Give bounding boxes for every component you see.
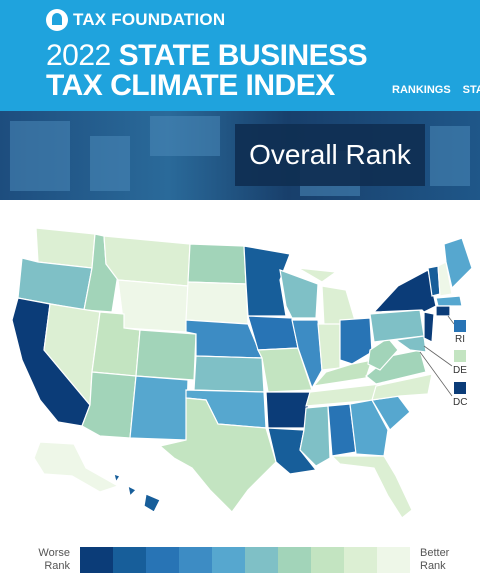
state-nd[interactable] xyxy=(187,243,247,285)
dc-label: DC xyxy=(453,397,468,408)
us-rank-map: RI DE DC xyxy=(0,200,480,530)
state-ar[interactable] xyxy=(265,391,311,429)
top-nav: RANKINGS STA xyxy=(392,84,480,96)
legend-swatch-5 xyxy=(212,547,245,573)
nav-rankings[interactable]: RANKINGS xyxy=(392,84,451,96)
legend-swatch-10 xyxy=(377,547,410,573)
legend-swatch-3 xyxy=(146,547,179,573)
state-hi[interactable] xyxy=(113,473,161,513)
state-ak[interactable] xyxy=(33,441,120,493)
state-fl[interactable] xyxy=(330,455,413,519)
state-ks[interactable] xyxy=(193,355,265,393)
state-in[interactable] xyxy=(317,323,341,371)
state-ny[interactable] xyxy=(372,269,437,313)
legend-swatch-4 xyxy=(179,547,212,573)
state-nj[interactable] xyxy=(423,311,435,343)
legend-swatch-6 xyxy=(245,547,278,573)
nav-states[interactable]: STA xyxy=(462,84,480,96)
legend-worse-label: Worse Rank xyxy=(38,547,70,572)
title-line-1: 2022 STATE BUSINESS xyxy=(46,39,368,72)
state-nc[interactable] xyxy=(371,373,433,401)
de-label: DE xyxy=(453,365,467,376)
state-ga[interactable] xyxy=(349,399,389,457)
dc-callout-line xyxy=(419,351,453,397)
state-nh[interactable] xyxy=(437,261,453,297)
state-me[interactable] xyxy=(443,237,473,290)
org-name: TAX FOUNDATION xyxy=(73,10,226,29)
state-tx[interactable] xyxy=(158,397,277,513)
state-wi[interactable] xyxy=(279,269,319,319)
state-wy[interactable] xyxy=(117,279,189,333)
state-wa[interactable] xyxy=(35,227,96,269)
state-ct[interactable] xyxy=(435,305,451,317)
us-map-svg xyxy=(11,227,473,519)
overall-rank-title: Overall Rank xyxy=(249,139,411,170)
state-sd[interactable] xyxy=(185,281,249,325)
state-mn[interactable] xyxy=(243,245,291,317)
overall-rank-panel xyxy=(235,124,425,186)
legend-swatch-7 xyxy=(278,547,311,573)
page-header: TAX FOUNDATION 2022 STATE BUSINESS TAX C… xyxy=(0,0,480,111)
state-nm[interactable] xyxy=(129,375,189,441)
state-mt[interactable] xyxy=(103,235,191,287)
state-oh[interactable] xyxy=(339,317,373,365)
legend-better-label: Better Rank xyxy=(420,547,450,572)
rank-legend: Worse Rank Better Rank xyxy=(0,540,480,588)
capitol-dome-icon xyxy=(46,9,68,31)
legend-swatch-8 xyxy=(311,547,344,573)
title-text-line-1: STATE BUSINESS xyxy=(118,39,368,72)
legend-swatches xyxy=(80,547,410,573)
legend-swatch-1 xyxy=(80,547,113,573)
state-il[interactable] xyxy=(291,319,323,390)
state-ma[interactable] xyxy=(435,295,463,307)
dc-swatch[interactable] xyxy=(454,382,466,394)
title-line-2: TAX CLIMATE INDEX xyxy=(46,69,335,102)
tax-foundation-logo[interactable]: TAX FOUNDATION xyxy=(46,9,225,31)
legend-swatch-2 xyxy=(113,547,146,573)
state-co[interactable] xyxy=(135,329,197,381)
state-md[interactable] xyxy=(394,335,427,353)
title-year: 2022 xyxy=(46,39,111,72)
legend-swatch-9 xyxy=(344,547,377,573)
de-callout-line xyxy=(423,345,453,367)
state-mo[interactable] xyxy=(257,347,313,393)
ri-swatch[interactable] xyxy=(454,320,466,332)
ri-callout-line xyxy=(447,315,455,325)
de-swatch[interactable] xyxy=(454,350,466,362)
ri-label: RI xyxy=(455,334,465,345)
